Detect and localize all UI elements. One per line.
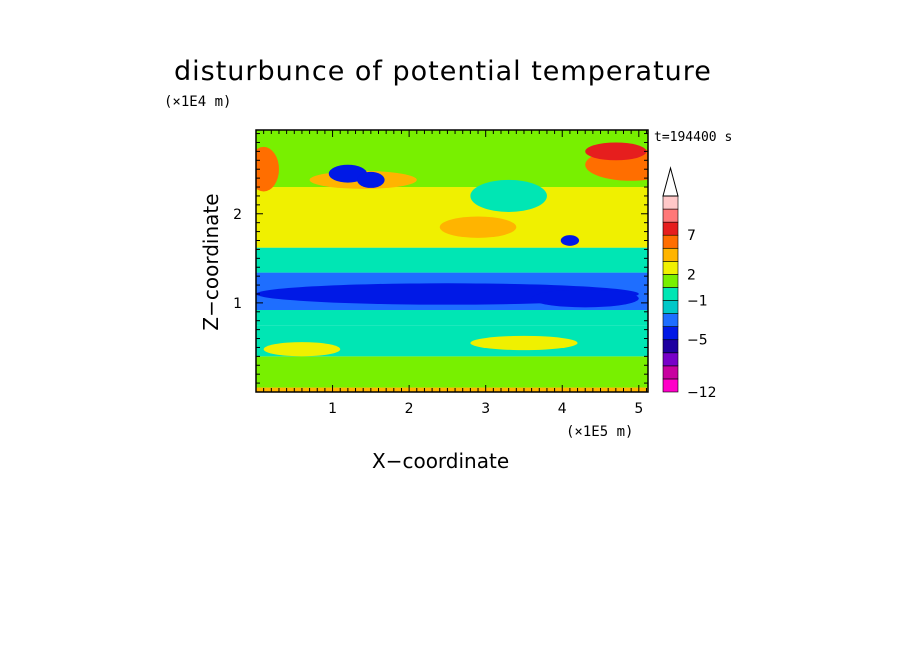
colorbar: 7 2 −1 −5 −12	[662, 166, 717, 401]
chart-title: disturbunce of potential temperature	[174, 56, 712, 87]
x-tick-label: 1	[328, 401, 337, 417]
plot-frame	[255, 129, 649, 393]
contour-band-6	[256, 187, 648, 248]
colorbar-segment-4	[662, 326, 679, 341]
contour-feature-9	[357, 171, 385, 188]
contour-feature-3	[439, 216, 517, 238]
colorbar-segment-6	[662, 300, 679, 314]
contour-feature-11	[263, 342, 341, 357]
y-tick-label: 2	[233, 207, 242, 223]
contour-band-5	[256, 247, 648, 273]
contour-feature-10	[560, 235, 580, 246]
contour-band-1	[256, 356, 648, 388]
colorbar-label: −12	[687, 385, 717, 401]
x-tick-label: 4	[558, 401, 567, 417]
colorbar-segment-13	[662, 208, 679, 223]
colorbar-segment-11	[662, 234, 679, 249]
x-tick-label: 5	[634, 401, 643, 417]
plot-axes: 1 2 3 4 5 1 2	[233, 129, 649, 417]
contour-feature-4	[470, 179, 547, 212]
colorbar-segment-10	[662, 247, 679, 262]
x-tick-label: 3	[481, 401, 490, 417]
x-tick-label: 2	[405, 401, 414, 417]
colorbar-segment-12	[662, 221, 679, 236]
contour-feature-12	[470, 335, 578, 351]
x-axis-unit: (×1E5 m)	[566, 424, 634, 440]
colorbar-segment-8	[662, 274, 679, 288]
colorbar-segment-0	[662, 378, 679, 393]
colorbar-segment-7	[662, 287, 679, 301]
contour-field	[256, 130, 648, 392]
colorbar-label: −1	[687, 294, 708, 310]
time-label: t=194400 s	[654, 130, 733, 145]
colorbar-segment-2	[662, 352, 679, 367]
contour-feature-1	[531, 289, 639, 308]
contour-feature-7	[256, 146, 279, 192]
colorbar-segment-1	[662, 365, 679, 380]
contour-band-0	[256, 387, 648, 392]
colorbar-label: 2	[687, 267, 696, 283]
colorbar-extend-arrow	[662, 166, 679, 197]
colorbar-segment-3	[662, 339, 679, 354]
colorbar-label: −5	[687, 333, 708, 349]
contour-feature-6	[585, 142, 647, 161]
y-tick-label: 1	[233, 296, 242, 312]
y-axis-unit: (×1E4 m)	[164, 94, 232, 110]
colorbar-segment-14	[662, 195, 679, 210]
x-axis-label: X−coordinate	[372, 449, 510, 473]
colorbar-segment-9	[662, 261, 679, 275]
colorbar-segment-5	[662, 313, 679, 327]
colorbar-label: 7	[687, 228, 696, 244]
contour-band-3	[256, 310, 648, 326]
